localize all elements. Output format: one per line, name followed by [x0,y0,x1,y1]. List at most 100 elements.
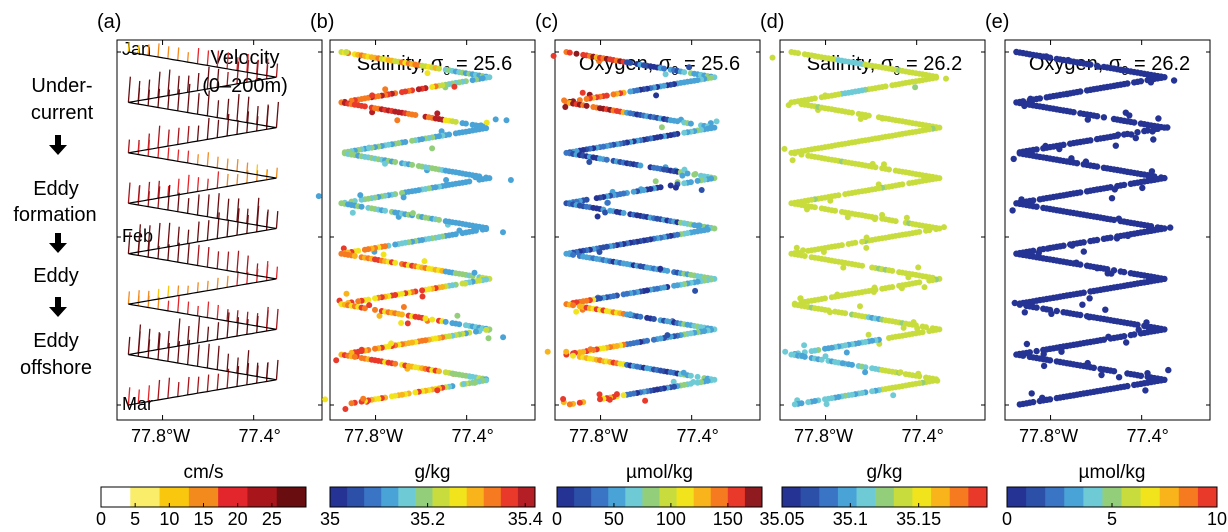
data-point [681,69,688,76]
velocity-stick [196,93,200,115]
colorbar-swatch [1026,487,1046,507]
velocity-stick [167,300,170,311]
data-point [1070,109,1077,116]
data-point [827,309,833,316]
data-point [892,218,899,225]
velocity-stick [147,385,151,402]
data-point [915,264,922,271]
velocity-stick [216,100,220,118]
colorbar-swatch [574,487,592,507]
velocity-stick [177,75,180,95]
velocity-stick [177,178,180,195]
data-point [1120,131,1128,138]
velocity-stick [157,125,161,148]
velocity-stick [275,266,279,279]
data-point [1087,237,1094,245]
data-point [400,304,407,310]
colorbar-label: µmol/kg [626,462,693,483]
velocity-stick [236,271,239,286]
velocity-stick [196,154,199,165]
velocity-stick [177,318,181,347]
data-point [943,75,949,82]
data-point [372,306,378,313]
data-point [472,174,479,181]
x-tick-label: 77.8°W [794,426,853,446]
data-point [849,361,855,368]
data-point [1094,63,1102,70]
data-point [467,373,474,380]
velocity-stick [186,198,190,214]
data-point [1043,94,1050,101]
velocity-stick [167,330,170,348]
data-point [694,373,701,380]
velocity-stick [157,332,160,350]
data-point [587,346,594,353]
data-point [422,315,429,322]
velocity-stick [157,71,161,98]
velocity-stick [236,198,240,222]
velocity-stick [147,44,150,56]
velocity-stick [206,374,210,392]
data-point [672,184,679,191]
x-tick-label: 77.4° [1127,426,1169,446]
velocity-stick [196,244,200,266]
data-point [1093,113,1101,120]
velocity-stick [246,363,250,385]
data-point [1065,56,1072,64]
colorbar-swatch [676,487,695,507]
data-point [1100,114,1108,121]
colorbar-swatch [875,487,895,507]
velocity-stick [147,295,150,308]
data-point [340,245,347,252]
data-point [1087,288,1094,295]
data-point [650,336,657,343]
velocity-stick [157,379,161,401]
velocity-stick [246,60,250,83]
velocity-stick [177,149,180,162]
flow-step-eddy: Eddy [33,265,79,287]
velocity-stick [246,162,249,174]
data-point [797,295,804,302]
velocity-stick [216,212,220,239]
data-point [696,222,703,229]
data-point [1165,366,1172,374]
velocity-stick [275,211,279,229]
colorbar-tick-label: 100 [656,509,686,529]
x-tick-label: 77.4° [902,426,944,446]
data-point [842,191,849,198]
data-point [906,180,913,187]
colorbar-swatch [1083,487,1103,507]
colorbar-swatch [449,487,468,507]
data-point [1084,359,1091,367]
data-point [857,116,864,122]
colorbar-tick-label: 35.4 [508,509,543,529]
data-point [1124,232,1132,240]
colorbar-swatch [276,487,307,507]
data-point [483,119,490,126]
data-point [889,82,896,89]
data-point [1086,295,1093,302]
data-point [795,50,802,57]
data-point [473,328,479,335]
data-point [315,193,322,200]
data-point [479,226,486,233]
data-point [429,316,436,323]
colorbar-swatch [968,487,988,507]
data-point [596,391,603,398]
panel-d: (d)77.8°W77.4°Salinity, σ0 = 26.2 [760,11,986,446]
x-tick-label: 77.4° [452,426,494,446]
velocity-stick [127,42,130,53]
velocity-stick [167,222,171,248]
colorbar-swatch [364,487,382,507]
data-point [1077,311,1084,319]
colorbar-frame [329,486,536,508]
colorbar-c: µmol/kg 0 50 100 150 [552,462,763,529]
velocity-stick [216,50,220,68]
data-point [503,117,510,124]
panel-frame [1004,39,1211,421]
velocity-stick [157,180,160,199]
data-point [1036,196,1044,203]
colorbar-swatch [744,487,763,507]
data-point [804,206,810,213]
data-point [1067,140,1074,147]
